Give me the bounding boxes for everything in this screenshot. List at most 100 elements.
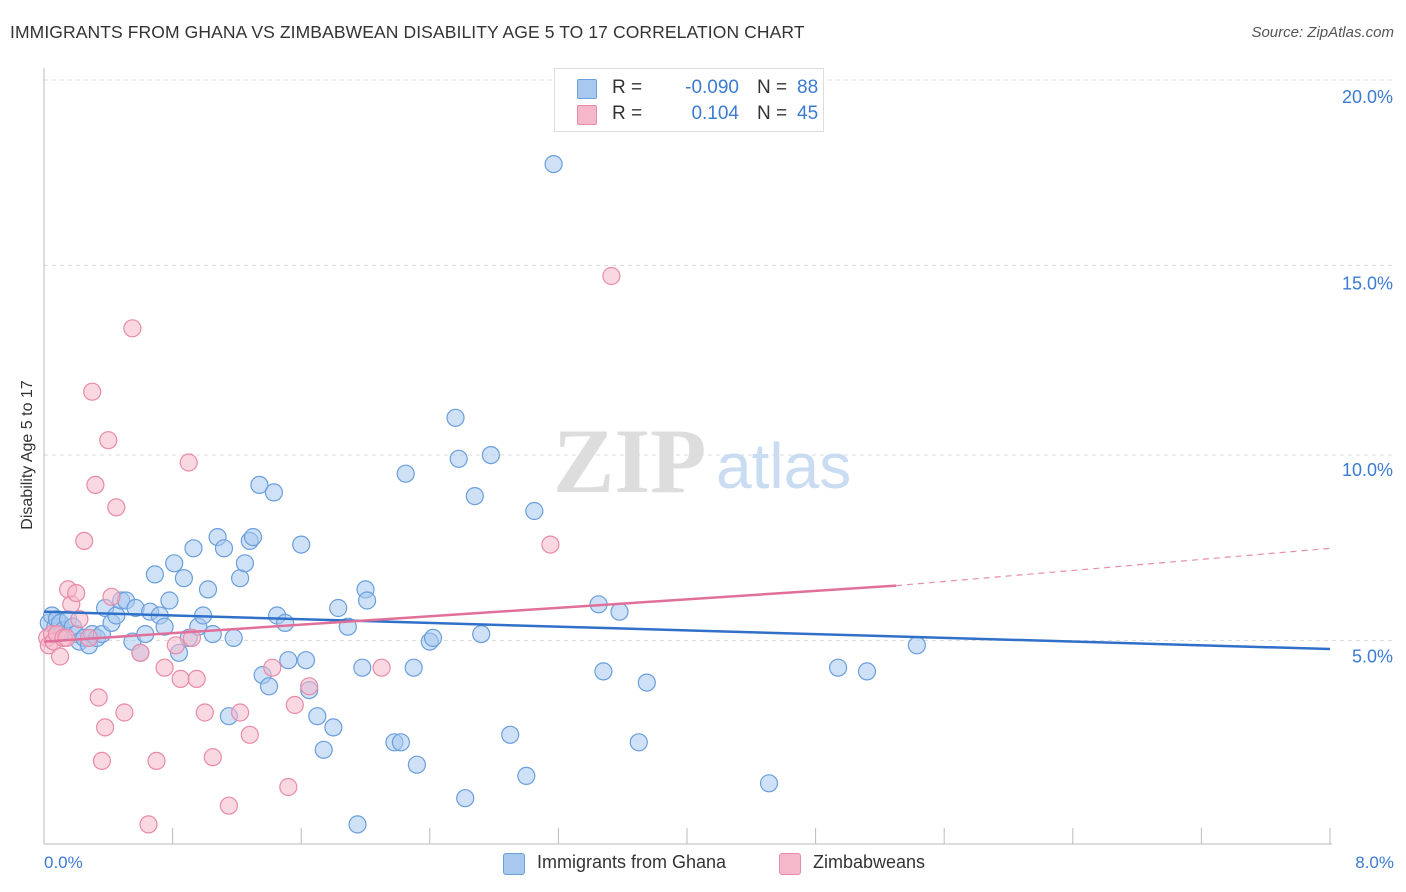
point-ghana [214, 539, 234, 558]
y-tick-label: 5.0% [1352, 647, 1393, 667]
point-zimbabweans [279, 777, 298, 797]
point-ghana [259, 677, 279, 696]
source-label: Source: ZipAtlas.com [1251, 24, 1394, 41]
point-zimbabweans [182, 628, 201, 648]
point-zimbabweans [70, 610, 89, 629]
correlation-legend: R = -0.090 N = 88 R = 0.104 N = 45 [554, 68, 824, 132]
trend-line-zimbabweans [43, 584, 897, 643]
point-ghana [203, 624, 222, 644]
point-zimbabweans [203, 748, 222, 767]
series-zimbabweans [38, 266, 621, 834]
legend-swatch-ghana [577, 79, 597, 99]
point-zimbabweans [67, 583, 86, 603]
legend-label-zimbabweans: Zimbabweans [813, 852, 926, 872]
point-ghana [391, 733, 410, 752]
point-ghana [264, 483, 283, 502]
legend-swatch-zimbabweans [779, 853, 801, 875]
point-ghana [501, 725, 520, 744]
point-ghana [165, 554, 184, 573]
point-ghana [314, 740, 333, 759]
legend-swatch-ghana [503, 853, 525, 875]
point-ghana [198, 580, 218, 599]
y-axis-label: Disability Age 5 to 17 [19, 380, 36, 530]
point-ghana [276, 613, 295, 633]
point-ghana [857, 662, 877, 681]
n-value: 45 [797, 103, 819, 124]
point-zimbabweans [83, 382, 102, 401]
point-ghana [396, 464, 415, 483]
y-tick-label: 20.0% [1342, 87, 1393, 107]
point-ghana [145, 565, 164, 584]
point-ghana [155, 617, 174, 636]
y-tick-label: 10.0% [1342, 460, 1393, 480]
point-zimbabweans [219, 796, 238, 815]
point-zimbabweans [115, 703, 134, 722]
legend-label-ghana: Immigrants from Ghana [537, 852, 727, 872]
watermark: ZIP atlas [553, 410, 851, 512]
point-ghana [544, 155, 563, 174]
point-zimbabweans [171, 669, 190, 689]
point-ghana [224, 628, 243, 648]
r-value: -0.090 [685, 77, 739, 98]
point-zimbabweans [372, 658, 391, 677]
point-zimbabweans [107, 498, 126, 517]
point-ghana [296, 651, 316, 670]
point-zimbabweans [155, 658, 174, 677]
point-ghana [107, 606, 126, 625]
point-ghana [235, 554, 254, 573]
point-ghana [449, 449, 468, 468]
point-ghana [174, 569, 193, 588]
point-zimbabweans [263, 658, 282, 677]
point-ghana [610, 602, 629, 621]
point-zimbabweans [187, 669, 206, 689]
point-ghana [629, 733, 648, 752]
point-zimbabweans [285, 695, 304, 715]
trend-line-zimbabweans-extension [895, 547, 1331, 587]
n-label: N = [757, 77, 788, 98]
point-ghana [358, 591, 377, 610]
point-zimbabweans [131, 643, 150, 662]
trend-line-ghana [43, 610, 1331, 651]
point-ghana [907, 636, 927, 655]
legend-swatch-zimbabweans [577, 105, 597, 125]
y-tick-label: 15.0% [1342, 274, 1393, 294]
point-ghana [279, 651, 298, 670]
point-zimbabweans [147, 751, 166, 771]
point-ghana [446, 408, 465, 427]
point-ghana [759, 774, 779, 793]
r-value: 0.104 [691, 103, 739, 124]
point-zimbabweans [240, 725, 259, 744]
point-zimbabweans [231, 703, 250, 722]
point-ghana [472, 624, 491, 644]
point-zimbabweans [541, 535, 560, 554]
point-ghana [456, 789, 475, 808]
point-ghana [348, 815, 367, 834]
point-zimbabweans [50, 647, 70, 666]
r-label: R = [612, 103, 643, 124]
point-zimbabweans [99, 431, 118, 450]
point-ghana [292, 535, 311, 554]
point-ghana [324, 718, 343, 737]
point-ghana [594, 662, 613, 681]
trend-lines [43, 547, 1331, 651]
point-ghana [465, 487, 484, 506]
series-legend: Immigrants from Ghana Zimbabweans [0, 852, 1406, 878]
point-ghana [423, 628, 443, 648]
point-ghana [243, 527, 263, 547]
point-zimbabweans [602, 266, 621, 286]
point-zimbabweans [123, 319, 142, 338]
point-ghana [353, 658, 372, 677]
point-zimbabweans [57, 628, 76, 648]
point-ghana [308, 707, 327, 726]
point-zimbabweans [195, 703, 214, 722]
point-ghana [637, 673, 656, 692]
point-zimbabweans [86, 475, 105, 494]
point-zimbabweans [75, 531, 94, 551]
point-ghana [407, 755, 426, 774]
x-tick-label-min: 0.0% [44, 853, 83, 872]
watermark-zip: ZIP [553, 410, 706, 512]
point-zimbabweans [92, 751, 112, 771]
point-ghana [250, 475, 269, 494]
y-tick-labels: 5.0% 10.0% 15.0% 20.0% [1342, 87, 1393, 667]
